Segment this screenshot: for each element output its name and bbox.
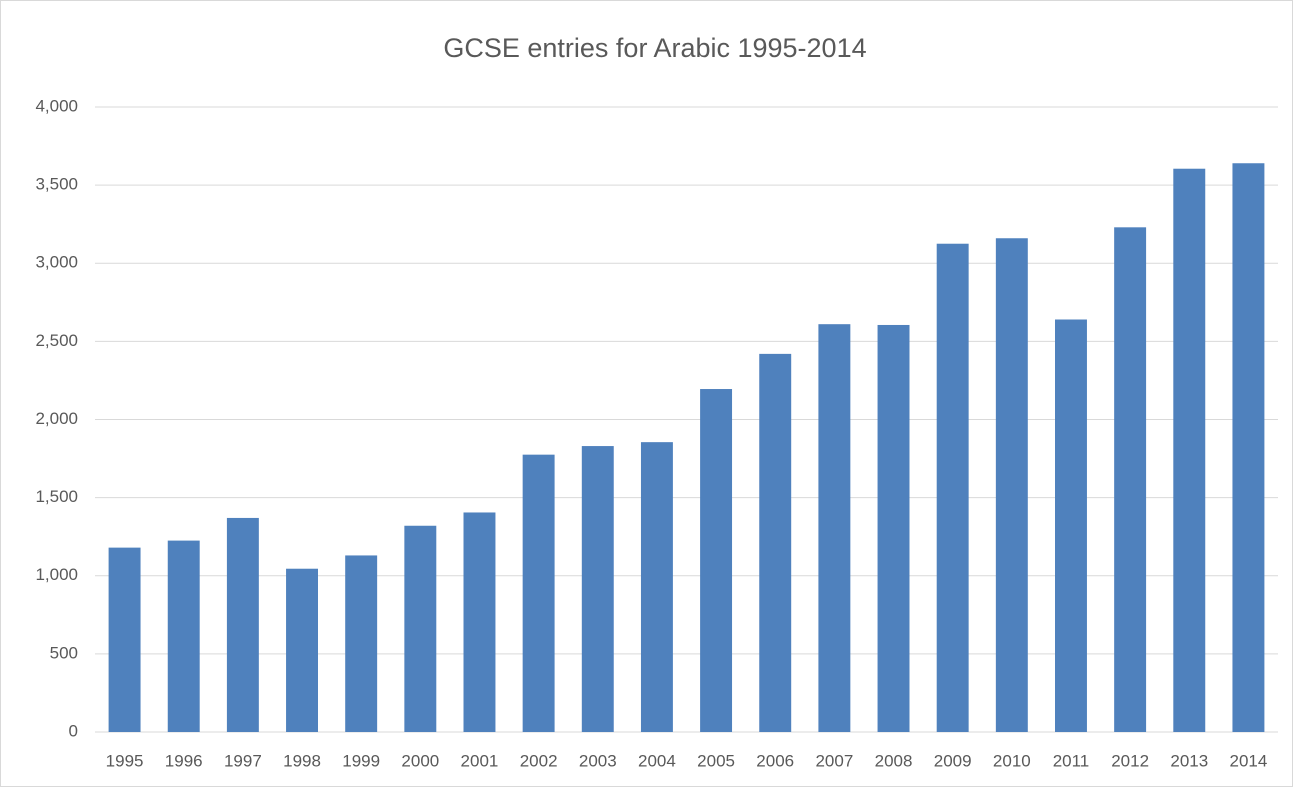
x-tick-label: 2013 bbox=[1170, 751, 1208, 770]
bar bbox=[522, 454, 555, 732]
bar bbox=[581, 446, 614, 732]
bar bbox=[226, 517, 259, 732]
x-tick-label: 2008 bbox=[875, 751, 913, 770]
bar bbox=[700, 389, 733, 732]
x-tick-label: 2000 bbox=[401, 751, 439, 770]
x-tick-label: 2012 bbox=[1111, 751, 1149, 770]
x-tick-label: 1997 bbox=[224, 751, 262, 770]
x-tick-label: 2014 bbox=[1230, 751, 1268, 770]
bar bbox=[286, 568, 318, 732]
x-tick-label: 1999 bbox=[342, 751, 380, 770]
y-tick-label: 500 bbox=[50, 643, 78, 662]
bar bbox=[1232, 163, 1265, 732]
x-tick-label: 2004 bbox=[638, 751, 676, 770]
bar bbox=[463, 512, 496, 732]
x-tick-label: 2009 bbox=[934, 751, 972, 770]
bar bbox=[759, 353, 792, 732]
x-tick-label: 2002 bbox=[520, 751, 558, 770]
bar bbox=[1114, 227, 1147, 732]
x-tick-label: 2003 bbox=[579, 751, 617, 770]
bar bbox=[404, 525, 437, 732]
y-tick-label: 2,500 bbox=[35, 331, 78, 350]
bar bbox=[1173, 168, 1206, 732]
x-tick-label: 1996 bbox=[165, 751, 203, 770]
y-tick-label: 0 bbox=[69, 721, 78, 740]
bar bbox=[167, 540, 200, 732]
y-tick-label: 3,000 bbox=[35, 253, 78, 272]
bar bbox=[936, 243, 969, 732]
x-tick-label: 2007 bbox=[815, 751, 853, 770]
x-tick-label: 2011 bbox=[1053, 751, 1090, 770]
x-tick-label: 2006 bbox=[756, 751, 794, 770]
bar bbox=[345, 555, 378, 732]
bar bbox=[640, 442, 673, 732]
y-tick-label: 1,000 bbox=[35, 565, 78, 584]
bar bbox=[877, 324, 910, 732]
chart-title: GCSE entries for Arabic 1995-2014 bbox=[443, 33, 866, 63]
bar bbox=[108, 547, 141, 732]
y-tick-label: 3,500 bbox=[35, 175, 78, 194]
y-tick-label: 4,000 bbox=[35, 96, 78, 115]
x-tick-label: 1998 bbox=[283, 751, 321, 770]
x-tick-label: 2010 bbox=[993, 751, 1031, 770]
y-tick-label: 1,500 bbox=[35, 487, 78, 506]
x-tick-label: 2001 bbox=[461, 751, 499, 770]
bar bbox=[818, 324, 851, 732]
x-tick-label: 2005 bbox=[697, 751, 735, 770]
bar bbox=[995, 238, 1028, 732]
bar bbox=[1055, 319, 1087, 732]
y-tick-label: 2,000 bbox=[35, 409, 78, 428]
x-tick-label: 1995 bbox=[106, 751, 144, 770]
